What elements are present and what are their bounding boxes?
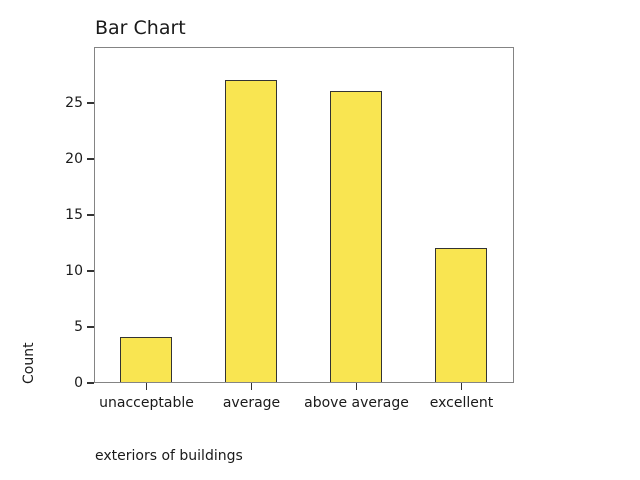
bar-average [224, 79, 278, 382]
x-tick-label: unacceptable [99, 395, 194, 411]
x-tick-label: average [222, 395, 281, 411]
y-tick-label: 20 [65, 151, 83, 167]
y-axis-tick [87, 326, 94, 328]
y-axis-label: Count [21, 342, 37, 384]
x-tick-label: excellent [429, 395, 494, 411]
y-tick-label: 25 [65, 95, 83, 111]
y-tick-label: 10 [65, 263, 83, 279]
y-tick-label: 0 [74, 375, 83, 391]
bar-unacceptable [119, 337, 173, 382]
y-tick-label: 15 [65, 207, 83, 223]
chart-title: Bar Chart [95, 17, 186, 39]
y-axis-tick [87, 214, 94, 216]
x-axis-tick [145, 383, 148, 390]
y-axis-tick [87, 102, 94, 104]
bar-above-average [329, 90, 383, 382]
bar-excellent [434, 247, 488, 382]
x-axis-tick [355, 383, 358, 390]
y-axis-tick [87, 158, 94, 160]
x-axis-label: exteriors of buildings [95, 448, 243, 464]
x-tick-label: above average [304, 395, 409, 411]
x-axis-tick [460, 383, 463, 390]
y-axis-tick [87, 382, 94, 384]
x-axis-tick [250, 383, 253, 390]
plot-area [94, 47, 514, 383]
y-axis-tick [87, 270, 94, 272]
y-tick-label: 5 [74, 319, 83, 335]
